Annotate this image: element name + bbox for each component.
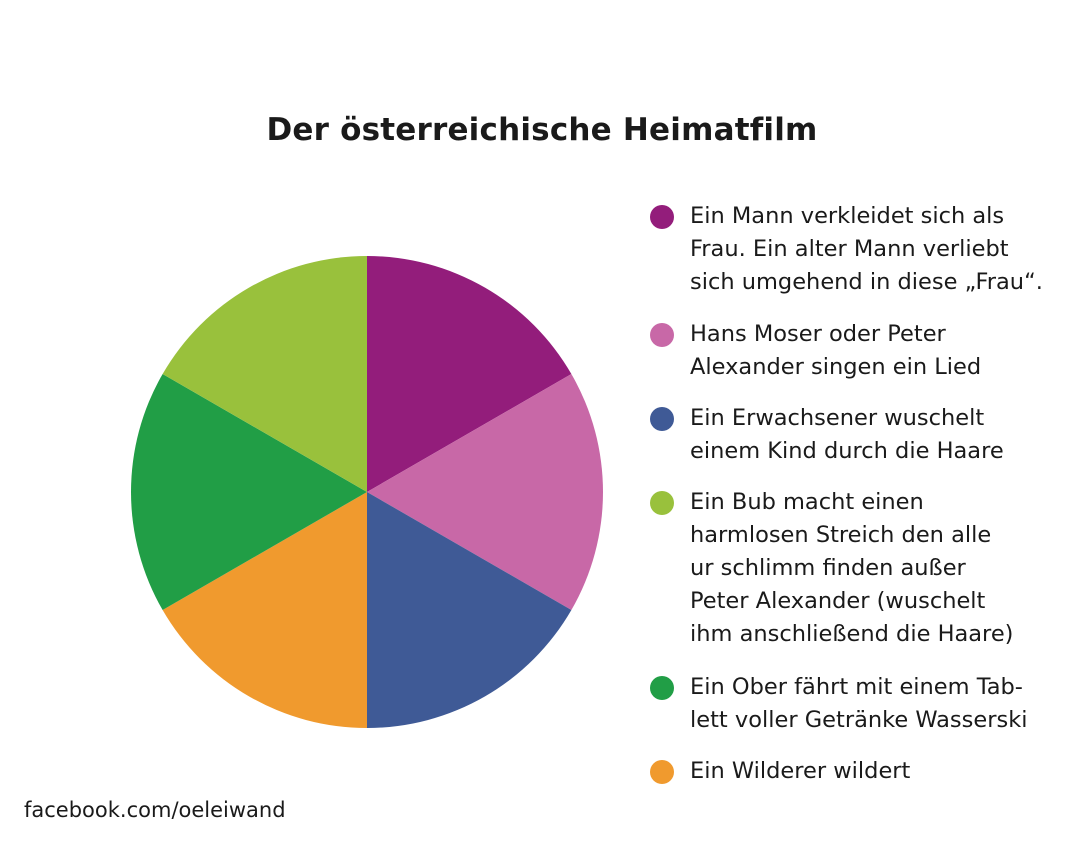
legend-swatch-6 bbox=[650, 760, 674, 784]
pie-slice-2 bbox=[367, 374, 603, 610]
pie-slice-5 bbox=[131, 374, 367, 610]
legend-label-4: Ein Bub macht einen harmlosen Streich de… bbox=[690, 489, 1014, 647]
legend-swatch-3 bbox=[650, 407, 674, 431]
legend-swatch-2 bbox=[650, 323, 674, 347]
pie-slice-4 bbox=[162, 256, 367, 492]
legend-swatch-5 bbox=[650, 676, 674, 700]
footer-source-link: facebook.com/oeleiwand bbox=[24, 798, 286, 822]
legend-label-5: Ein Ober fährt mit einem Tab- lett volle… bbox=[690, 674, 1028, 733]
legend-swatch-1 bbox=[650, 205, 674, 229]
pie-slice-3 bbox=[367, 492, 572, 728]
chart-title: Der österreichische Heimatfilm bbox=[266, 112, 818, 148]
pie-slice-6 bbox=[162, 492, 367, 728]
legend-label-1: Ein Mann verkleidet sich als Frau. Ein a… bbox=[690, 203, 1043, 295]
legend-label-2: Hans Moser oder Peter Alexander singen e… bbox=[690, 321, 982, 380]
legend-label-3: Ein Erwachsener wuschelt einem Kind durc… bbox=[690, 405, 1004, 464]
legend-swatch-4 bbox=[650, 491, 674, 515]
pie-slice-1 bbox=[367, 256, 572, 492]
legend-label-6: Ein Wilderer wildert bbox=[690, 758, 911, 784]
